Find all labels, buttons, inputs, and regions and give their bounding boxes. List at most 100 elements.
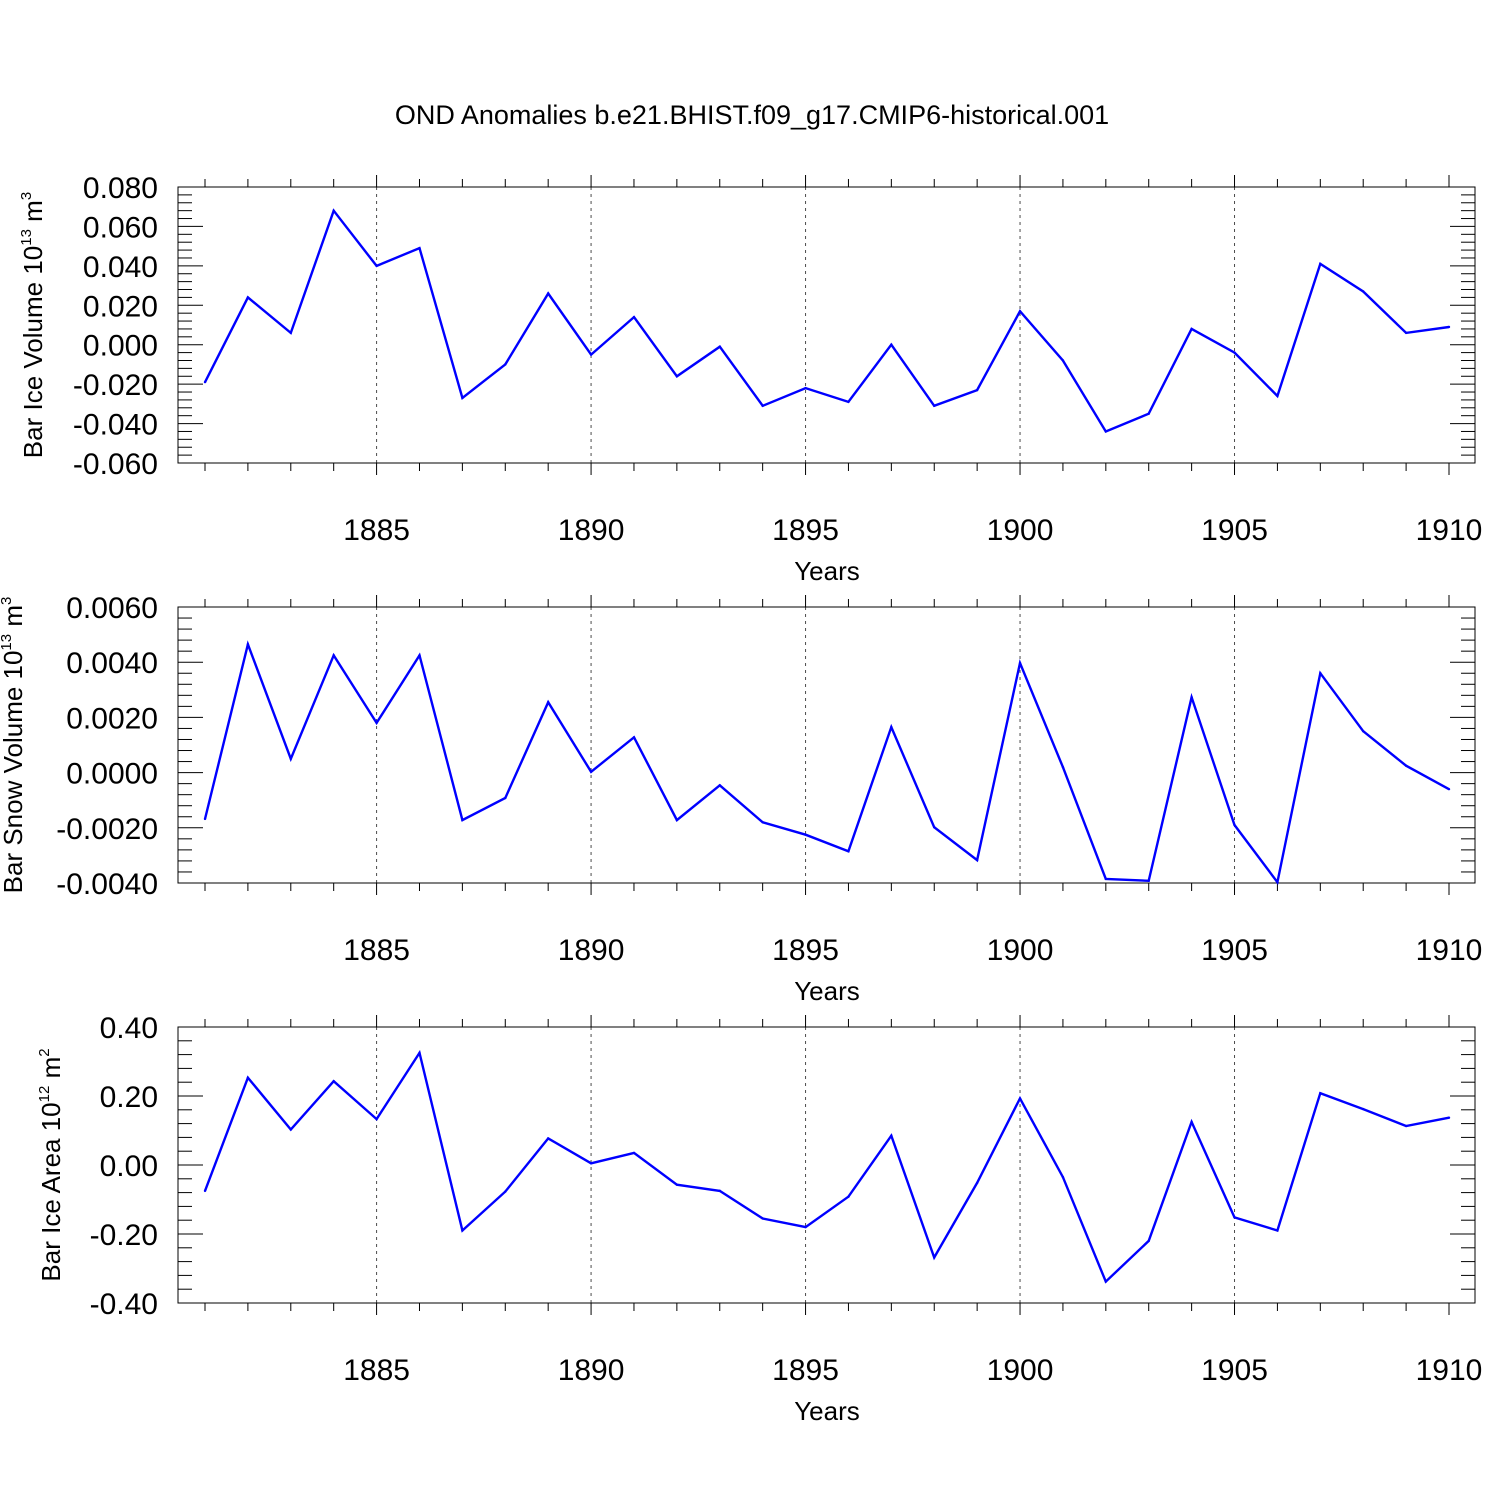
data-point — [289, 331, 292, 335]
data-point — [1276, 880, 1279, 884]
data-point — [804, 1225, 807, 1229]
data-point — [1447, 1116, 1451, 1119]
data-point — [461, 396, 464, 400]
y-tick-label: 0.0040 — [66, 647, 158, 680]
data-point — [890, 1134, 893, 1137]
data-point — [375, 721, 378, 725]
y-axis-label: Bar Ice Volume 1013 m3 — [18, 192, 48, 458]
y-tick-label: 0.0000 — [66, 758, 158, 791]
x-tick-label: 1900 — [987, 934, 1054, 967]
data-point — [289, 757, 292, 760]
data-point — [246, 1076, 250, 1079]
y-tick-label: -0.020 — [73, 369, 158, 402]
y-tick-label: -0.40 — [90, 1288, 158, 1321]
data-point — [504, 363, 507, 366]
y-tick-label: -0.060 — [73, 448, 158, 481]
data-point — [632, 736, 636, 739]
y-tick-label: 0.20 — [100, 1081, 158, 1114]
data-point — [933, 404, 936, 408]
y-tick-label: 0.080 — [83, 172, 158, 205]
data-point — [675, 375, 679, 378]
data-point — [246, 643, 250, 646]
x-tick-label: 1910 — [1416, 1354, 1483, 1387]
y-tick-label: 0.0020 — [66, 702, 158, 735]
data-point — [975, 388, 979, 392]
y-tick-label: 0.00 — [100, 1150, 158, 1183]
data-point — [418, 654, 421, 657]
data-point — [589, 353, 593, 356]
data-point — [1319, 262, 1322, 266]
data-point — [1233, 1216, 1236, 1219]
data-point — [289, 1128, 292, 1131]
data-point — [847, 850, 850, 853]
data-point — [1276, 1229, 1279, 1232]
x-tick-label: 1910 — [1416, 514, 1483, 547]
data-point — [933, 1256, 936, 1259]
data-point — [504, 796, 507, 800]
data-point — [718, 1189, 721, 1193]
data-point — [761, 404, 764, 408]
data-point — [1018, 310, 1022, 313]
data-point — [1404, 331, 1408, 335]
series-line — [203, 208, 1450, 434]
series-line — [203, 640, 1450, 886]
data-point — [1190, 1120, 1193, 1124]
data-point — [1319, 1092, 1322, 1095]
x-tick-label: 1895 — [772, 514, 839, 547]
data-point — [418, 1051, 421, 1055]
data-point — [847, 400, 850, 404]
data-point — [1061, 1175, 1065, 1179]
data-point — [332, 1079, 335, 1083]
data-point — [246, 296, 250, 299]
x-tick-label: 1890 — [558, 934, 625, 967]
y-axis-label: Bar Ice Area 1012 m2 — [36, 1048, 66, 1281]
y-tick-label: 0.020 — [83, 290, 158, 323]
data-point — [1061, 765, 1065, 769]
data-point — [1233, 823, 1236, 827]
data-point — [1190, 327, 1193, 331]
data-point — [1061, 359, 1065, 362]
data-point — [1018, 661, 1022, 665]
panels: -0.060 -0.040 -0.020 0.000 0.020 0.040 0.060 0.… — [0, 172, 1482, 1426]
data-point — [1147, 879, 1150, 882]
data-point — [718, 345, 721, 348]
y-tick-label: 0.000 — [83, 330, 158, 363]
x-tick-label: 1890 — [558, 514, 625, 547]
data-point — [1104, 430, 1108, 433]
data-point — [975, 1181, 979, 1185]
x-tick-label: 1905 — [1201, 1354, 1268, 1387]
data-point — [847, 1195, 850, 1198]
data-point — [804, 833, 807, 836]
data-point — [632, 1151, 636, 1155]
x-tick-label: 1890 — [558, 1354, 625, 1387]
data-point — [332, 209, 335, 212]
data-point — [589, 1162, 593, 1165]
y-tick-label: -0.040 — [73, 409, 158, 442]
panel-1: -0.060 -0.040 -0.020 0.000 0.020 0.040 0.060 0.… — [18, 172, 1482, 586]
y-tick-label: 0.060 — [83, 211, 158, 244]
data-point — [1404, 1124, 1408, 1128]
data-point — [933, 826, 936, 829]
data-point — [1147, 412, 1150, 415]
x-tick-label: 1900 — [987, 1354, 1054, 1387]
y-tick-label: 0.40 — [100, 1012, 158, 1045]
data-point — [461, 818, 464, 822]
y-tick-label: 0.0060 — [66, 592, 158, 625]
data-point — [1104, 1280, 1108, 1283]
data-point — [804, 386, 807, 390]
y-tick-label: -0.0040 — [56, 868, 158, 901]
data-point — [546, 292, 550, 295]
data-point — [418, 246, 421, 250]
x-tick-label: 1895 — [772, 1354, 839, 1387]
plot-frame — [177, 606, 1476, 884]
data-point — [203, 817, 207, 821]
y-tick-label: -0.20 — [90, 1219, 158, 1252]
data-point — [1276, 394, 1279, 398]
data-point — [890, 725, 893, 729]
series-line — [203, 1049, 1450, 1284]
data-point — [203, 1189, 207, 1193]
x-tick-label: 1885 — [343, 1354, 410, 1387]
x-axis-label: Years — [794, 1396, 860, 1426]
y-axis-label: Bar Snow Volume 1013 m3 — [0, 597, 28, 894]
